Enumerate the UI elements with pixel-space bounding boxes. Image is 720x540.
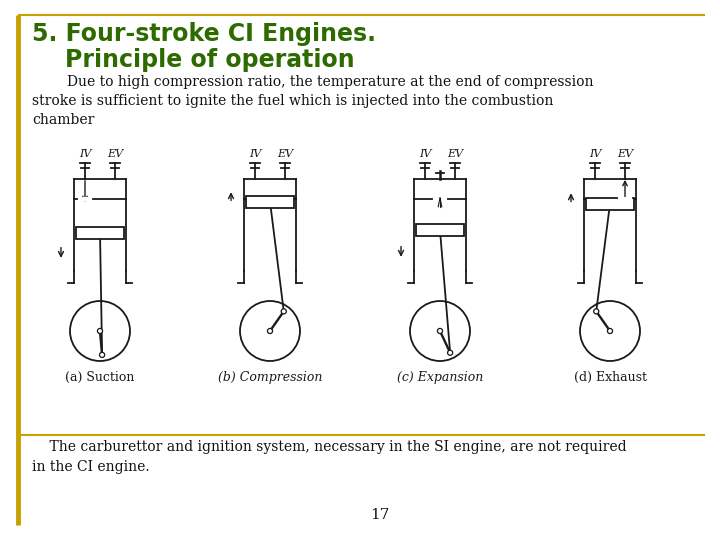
Text: (d) Exhaust: (d) Exhaust [574,371,647,384]
Text: (c) Expansion: (c) Expansion [397,371,483,384]
Circle shape [594,309,599,314]
Text: (b) Compression: (b) Compression [218,371,322,384]
Circle shape [595,310,598,313]
Circle shape [269,200,271,203]
Text: EV: EV [617,149,633,159]
Text: 5. Four-stroke CI Engines.: 5. Four-stroke CI Engines. [32,22,376,46]
Text: EV: EV [447,149,463,159]
Circle shape [268,199,272,204]
Circle shape [438,328,443,334]
Circle shape [99,353,104,357]
Circle shape [70,301,130,361]
Circle shape [449,352,451,354]
Text: IV: IV [419,149,431,159]
Text: Due to high compression ratio, the temperature at the end of compression
stroke : Due to high compression ratio, the tempe… [32,75,593,127]
Text: IV: IV [589,149,601,159]
Circle shape [101,354,103,356]
Text: EV: EV [107,149,123,159]
Circle shape [269,330,271,332]
Circle shape [438,230,441,232]
Circle shape [240,301,300,361]
Bar [246,195,294,208]
Bar [76,227,124,239]
Circle shape [580,301,640,361]
Bar [416,225,464,237]
Circle shape [282,310,285,313]
Circle shape [97,230,102,235]
Text: The carburettor and ignition system, necessary in the SI engine, are not require: The carburettor and ignition system, nec… [32,440,626,474]
Bar [586,198,634,210]
Circle shape [448,350,453,355]
Circle shape [609,202,611,205]
Circle shape [438,228,443,233]
Circle shape [410,301,470,361]
Circle shape [282,309,287,314]
Text: (a) Suction: (a) Suction [66,371,135,384]
Circle shape [608,201,613,206]
Circle shape [609,330,611,332]
Circle shape [99,330,102,332]
Circle shape [608,328,613,334]
Circle shape [99,232,102,234]
Text: Principle of operation: Principle of operation [32,48,355,72]
Text: IV: IV [78,149,91,159]
Circle shape [268,328,272,334]
Circle shape [97,328,102,334]
Text: IV: IV [249,149,261,159]
Text: EV: EV [277,149,293,159]
Circle shape [438,330,441,332]
Text: 17: 17 [370,508,390,522]
